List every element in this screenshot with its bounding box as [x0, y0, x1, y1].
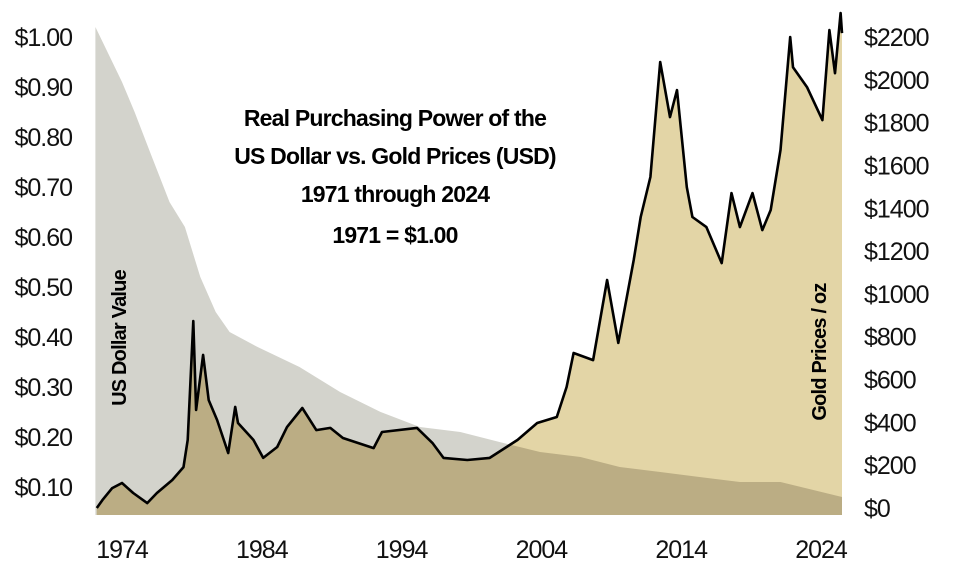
title-line-3: 1971 through 2024 [301, 181, 490, 207]
right-tick-label: $2200 [864, 24, 929, 52]
left-tick-label: $0.30 [14, 374, 72, 402]
title-line-4: 1971 = $1.00 [332, 222, 457, 248]
left-tick-label: $0.50 [14, 274, 72, 302]
right-tick-label: $2000 [864, 67, 929, 95]
left-tick-label: $0.80 [14, 124, 72, 152]
right-tick-label: $1400 [864, 195, 929, 223]
chart-title: Real Purchasing Power of the US Dollar v… [234, 105, 557, 248]
left-axis-ticks: $1.00 $0.90 $0.80 $0.70 $0.60 $0.50 $0.40 $0.30… [14, 24, 73, 502]
x-tick-label: 2024 [795, 536, 848, 564]
right-tick-label: $800 [864, 324, 916, 352]
x-tick-label: 1994 [376, 536, 429, 564]
left-tick-label: $0.10 [14, 474, 72, 502]
left-tick-label: $0.60 [14, 224, 72, 252]
x-tick-label: 2004 [516, 536, 569, 564]
title-line-1: Real Purchasing Power of the [244, 105, 546, 131]
right-tick-label: $1800 [864, 110, 929, 138]
right-tick-label: $1000 [864, 281, 929, 309]
right-axis-label: Gold Prices / oz [809, 283, 831, 421]
left-axis-label: US Dollar Value [109, 269, 131, 406]
left-tick-label: $1.00 [14, 24, 72, 52]
right-tick-label: $1600 [864, 152, 929, 180]
right-tick-label: $600 [864, 367, 916, 395]
x-tick-label: 1974 [96, 536, 149, 564]
left-tick-label: $0.90 [14, 74, 72, 102]
right-axis-ticks: $2200 $2000 $1800 $1600 $1400 $1200 $1000 $800 $… [864, 24, 930, 523]
left-tick-label: $0.40 [14, 324, 72, 352]
x-axis-ticks: 1974 1984 1994 2004 2014 2024 [96, 536, 849, 564]
left-tick-label: $0.70 [14, 174, 72, 202]
x-tick-label: 1984 [236, 536, 289, 564]
right-tick-label: $0 [864, 495, 890, 523]
right-tick-label: $400 [864, 409, 916, 437]
right-tick-label: $1200 [864, 238, 929, 266]
gold-price-area [96, 13, 843, 515]
left-tick-label: $0.20 [14, 424, 72, 452]
title-line-2: US Dollar vs. Gold Prices (USD) [234, 143, 556, 169]
gold-price-line [95, 11, 844, 509]
x-tick-label: 2014 [655, 536, 708, 564]
right-tick-label: $200 [864, 452, 916, 480]
dollar-value-area [95, 27, 842, 515]
